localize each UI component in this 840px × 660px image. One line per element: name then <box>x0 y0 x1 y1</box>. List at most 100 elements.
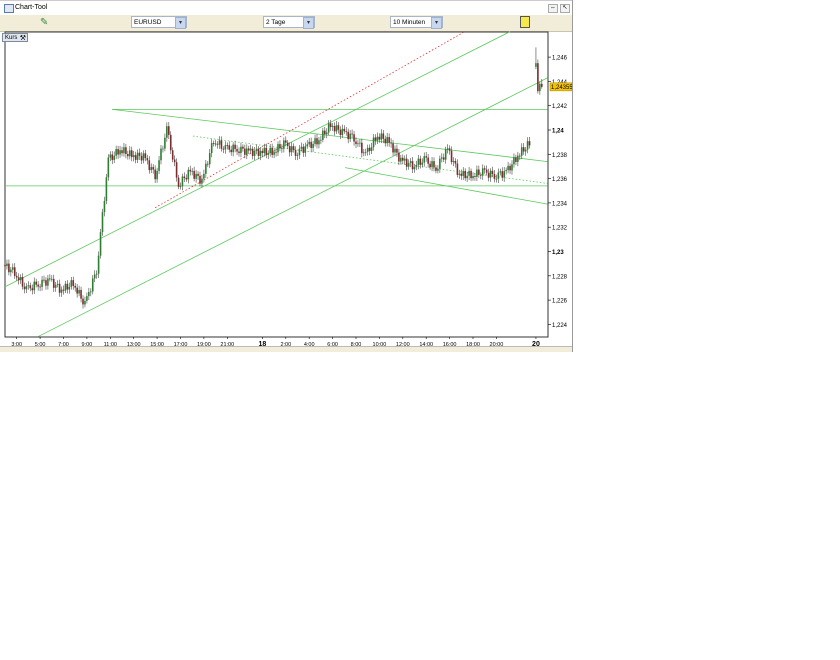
x-tick-label: 15:00 <box>150 342 164 347</box>
y-tick-label: 1,226 <box>552 299 568 305</box>
candle <box>181 176 184 187</box>
candle <box>228 145 231 150</box>
candle <box>49 278 51 280</box>
candle <box>203 173 205 179</box>
period-select[interactable]: 2 Tage ▾ <box>263 16 315 29</box>
candle <box>324 130 326 135</box>
candle <box>286 142 289 147</box>
chevron-down-icon[interactable]: ▾ <box>175 17 186 29</box>
chevron-down-icon[interactable]: ▾ <box>431 17 442 29</box>
candle <box>357 143 359 145</box>
candle <box>501 171 504 178</box>
price-chart[interactable]: 1,2461,2441,2421,241,2381,2361,2341,2321… <box>0 31 572 347</box>
candle <box>353 134 355 142</box>
candle <box>368 147 371 151</box>
trend-line <box>345 167 548 205</box>
candle <box>302 146 305 153</box>
symbol-select[interactable]: EURUSD ▾ <box>131 16 187 29</box>
candle <box>97 255 100 274</box>
candle <box>499 171 502 173</box>
candle <box>390 142 392 144</box>
candle <box>425 156 427 158</box>
candle <box>380 133 383 140</box>
candle <box>288 146 291 153</box>
candle <box>427 157 429 164</box>
candle <box>306 144 309 147</box>
toolbar: ✎ EURUSD ▾ 2 Tage ▾ 10 Minuten ▾ <box>0 15 572 32</box>
candle <box>205 163 207 174</box>
candle <box>403 158 406 161</box>
wrench-icon[interactable]: ⚒ <box>19 35 26 42</box>
chart-tool-window: Chart-Tool ⇔ ↖ ✎ EURUSD ▾ 2 Tage ▾ 10 Mi… <box>0 0 573 352</box>
candle <box>400 157 402 162</box>
pen-tool-icon[interactable]: ✎ <box>40 17 49 28</box>
candle <box>283 140 285 149</box>
candle <box>99 232 102 256</box>
candle <box>39 286 41 288</box>
candle <box>17 277 20 281</box>
candle <box>507 165 509 171</box>
candle <box>277 144 279 153</box>
candle <box>366 147 369 152</box>
candle <box>52 278 55 288</box>
candle <box>195 173 197 179</box>
restore-icon[interactable]: ⇔ <box>548 4 558 13</box>
x-tick-label: 20 <box>532 341 540 347</box>
candle <box>392 143 394 153</box>
candle <box>329 123 332 127</box>
panel-label-kurs[interactable]: Kurs ⚒ <box>2 33 28 42</box>
candle <box>322 130 324 140</box>
maximize-icon[interactable]: ↖ <box>560 4 570 13</box>
candle <box>384 138 387 144</box>
candle <box>183 176 186 179</box>
candle <box>468 170 470 176</box>
chevron-down-icon[interactable]: ▾ <box>303 17 314 29</box>
candle <box>107 157 110 178</box>
candle <box>115 149 117 156</box>
y-tick-label: 1,24 <box>552 129 564 135</box>
candle <box>524 149 527 152</box>
candle <box>25 286 28 290</box>
candle <box>136 152 139 160</box>
candle <box>62 289 65 291</box>
interval-value: 10 Minuten <box>393 19 426 26</box>
candle <box>140 155 143 161</box>
candle <box>220 140 223 149</box>
x-tick-label: 8:00 <box>351 342 362 347</box>
candle <box>439 158 441 169</box>
candle <box>539 83 541 92</box>
candle <box>442 157 445 160</box>
candle <box>487 172 490 178</box>
candle <box>160 148 162 161</box>
candle <box>31 288 34 291</box>
x-tick-label: 12:00 <box>396 342 410 347</box>
candle <box>450 150 453 163</box>
x-tick-label: 20:00 <box>490 342 504 347</box>
candle <box>144 153 147 159</box>
candle <box>208 153 211 165</box>
candle <box>148 160 151 171</box>
interval-select[interactable]: 10 Minuten ▾ <box>390 16 443 29</box>
y-tick-label: 1,234 <box>552 201 568 207</box>
candle <box>212 143 215 144</box>
candle <box>437 168 439 171</box>
candle <box>222 148 225 150</box>
candle <box>331 126 334 127</box>
candle <box>150 167 153 171</box>
candle <box>259 150 262 156</box>
candle <box>511 164 513 171</box>
candle <box>310 141 312 148</box>
candle <box>78 289 80 294</box>
candle <box>359 142 361 144</box>
candle <box>95 273 98 275</box>
chart-settings-icon[interactable] <box>520 16 530 28</box>
y-tick-label: 1,242 <box>552 104 568 110</box>
y-tick-label: 1,224 <box>552 323 568 329</box>
candle <box>513 157 515 165</box>
candle <box>226 145 229 147</box>
candle <box>91 278 94 292</box>
candle <box>265 147 268 155</box>
candle <box>93 274 96 279</box>
candle <box>103 200 106 213</box>
y-tick-label: 1,23 <box>552 250 564 256</box>
